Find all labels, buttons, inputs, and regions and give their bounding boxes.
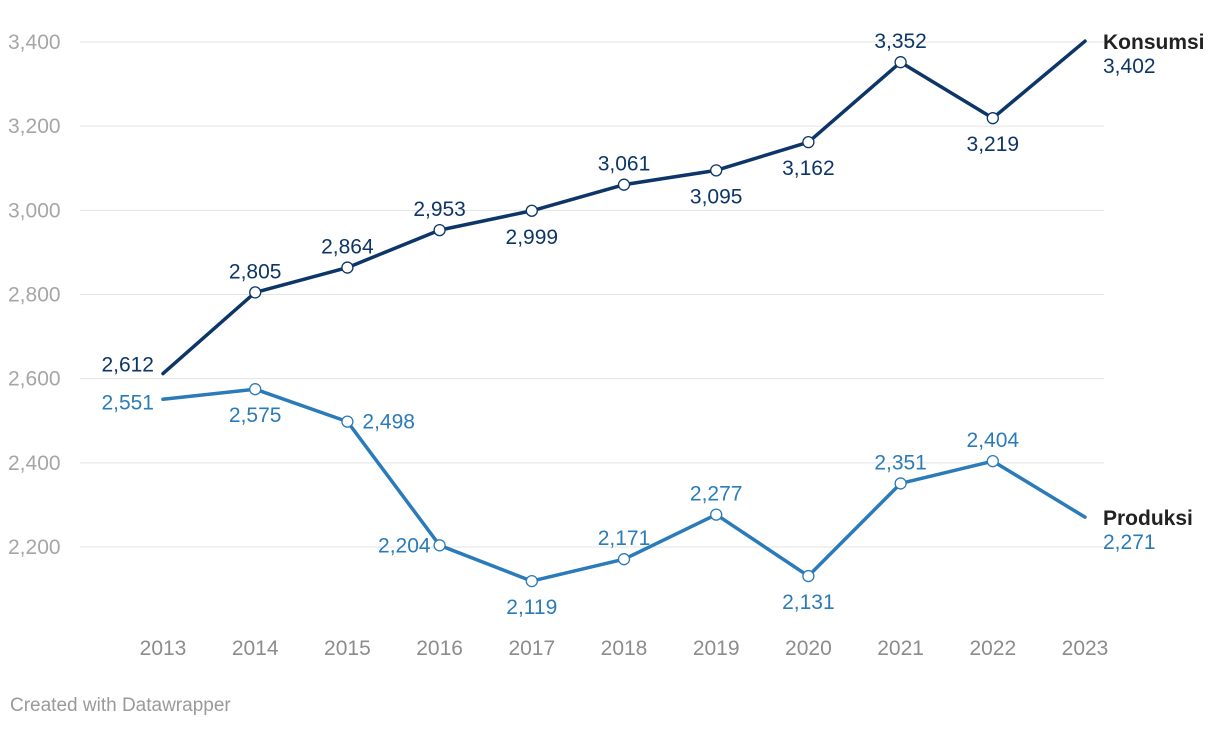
data-label: 2,498 xyxy=(362,411,415,434)
x-tick-label: 2021 xyxy=(877,637,924,660)
x-tick-label: 2020 xyxy=(785,637,832,660)
data-label: 2,204 xyxy=(378,534,431,557)
x-tick-label: 2018 xyxy=(601,637,648,660)
data-label: 2,271 xyxy=(1103,531,1156,554)
series-line-konsumsi xyxy=(161,39,1087,376)
data-point-marker xyxy=(433,223,446,237)
x-tick-label: 2013 xyxy=(140,637,187,660)
data-point-marker xyxy=(617,178,631,191)
data-point-marker xyxy=(894,56,907,69)
data-point-marker xyxy=(802,136,815,149)
series-name-label: Produksi xyxy=(1103,507,1193,530)
y-tick-label: 2,800 xyxy=(8,284,61,307)
x-tick-label: 2016 xyxy=(416,637,463,660)
line-chart: 2,200 2,400 2,600 2,800 3,000 3,200 3,400 2013… xyxy=(8,30,1205,660)
data-label: 2,351 xyxy=(874,451,927,474)
x-tick-label: 2017 xyxy=(508,637,555,660)
x-tick-label: 2023 xyxy=(1062,637,1109,660)
data-point-marker xyxy=(710,508,723,521)
data-point-marker xyxy=(433,539,446,552)
series-names: Konsumsi Produksi xyxy=(1103,31,1205,530)
data-label: 2,864 xyxy=(321,236,374,259)
x-axis: 2013 2014 2015 2016 2017 2018 2019 2020 2021 2022… xyxy=(140,637,1109,660)
series-line-produksi xyxy=(161,387,1087,583)
data-label: 2,131 xyxy=(782,591,835,614)
y-tick-label: 2,200 xyxy=(8,536,61,559)
data-label: 2,612 xyxy=(101,354,154,377)
y-axis: 2,200 2,400 2,600 2,800 3,000 3,200 3,400 xyxy=(8,31,61,559)
data-point-marker xyxy=(341,261,354,274)
data-label: 2,805 xyxy=(229,260,282,283)
data-point-marker xyxy=(894,477,907,490)
series-name-label: Konsumsi xyxy=(1103,31,1205,54)
data-label: 2,404 xyxy=(967,429,1020,452)
x-tick-label: 2019 xyxy=(693,637,740,660)
data-point-marker xyxy=(341,415,354,428)
data-label: 2,171 xyxy=(598,527,651,550)
data-label: 2,277 xyxy=(690,483,743,506)
data-labels: 2,612 2,805 2,864 2,953 2,999 3,061 3,095 3,162… xyxy=(101,30,1155,619)
data-point-marker xyxy=(986,112,999,125)
y-tick-label: 2,400 xyxy=(8,452,61,475)
y-tick-label: 3,200 xyxy=(8,115,61,138)
data-label: 3,061 xyxy=(598,153,651,176)
x-tick-label: 2014 xyxy=(232,637,279,660)
data-label: 2,551 xyxy=(101,391,154,414)
data-label: 2,953 xyxy=(413,198,466,221)
series-lines xyxy=(161,39,1087,583)
y-tick-label: 3,400 xyxy=(8,31,61,54)
data-label: 3,219 xyxy=(967,133,1020,156)
data-label: 2,575 xyxy=(229,404,282,427)
data-point-marker xyxy=(525,574,538,588)
y-tick-label: 3,000 xyxy=(8,199,61,222)
data-label: 3,352 xyxy=(874,30,927,53)
data-label: 3,162 xyxy=(782,157,835,180)
data-point-marker xyxy=(986,454,999,468)
data-label: 2,999 xyxy=(506,226,559,249)
x-tick-label: 2022 xyxy=(969,637,1016,660)
data-point-marker xyxy=(617,553,631,566)
data-label: 3,402 xyxy=(1103,55,1156,78)
data-point-marker xyxy=(249,383,262,396)
data-point-marker xyxy=(249,286,262,299)
data-point-marker xyxy=(710,164,723,177)
y-tick-label: 2,600 xyxy=(8,368,61,391)
data-label: 3,095 xyxy=(690,185,743,208)
data-label: 2,119 xyxy=(506,596,557,619)
data-point-marker xyxy=(525,204,538,217)
series-markers xyxy=(249,56,999,588)
footer-credit: Created with Datawrapper xyxy=(10,695,231,716)
data-point-marker xyxy=(802,569,815,583)
x-tick-label: 2015 xyxy=(324,637,371,660)
